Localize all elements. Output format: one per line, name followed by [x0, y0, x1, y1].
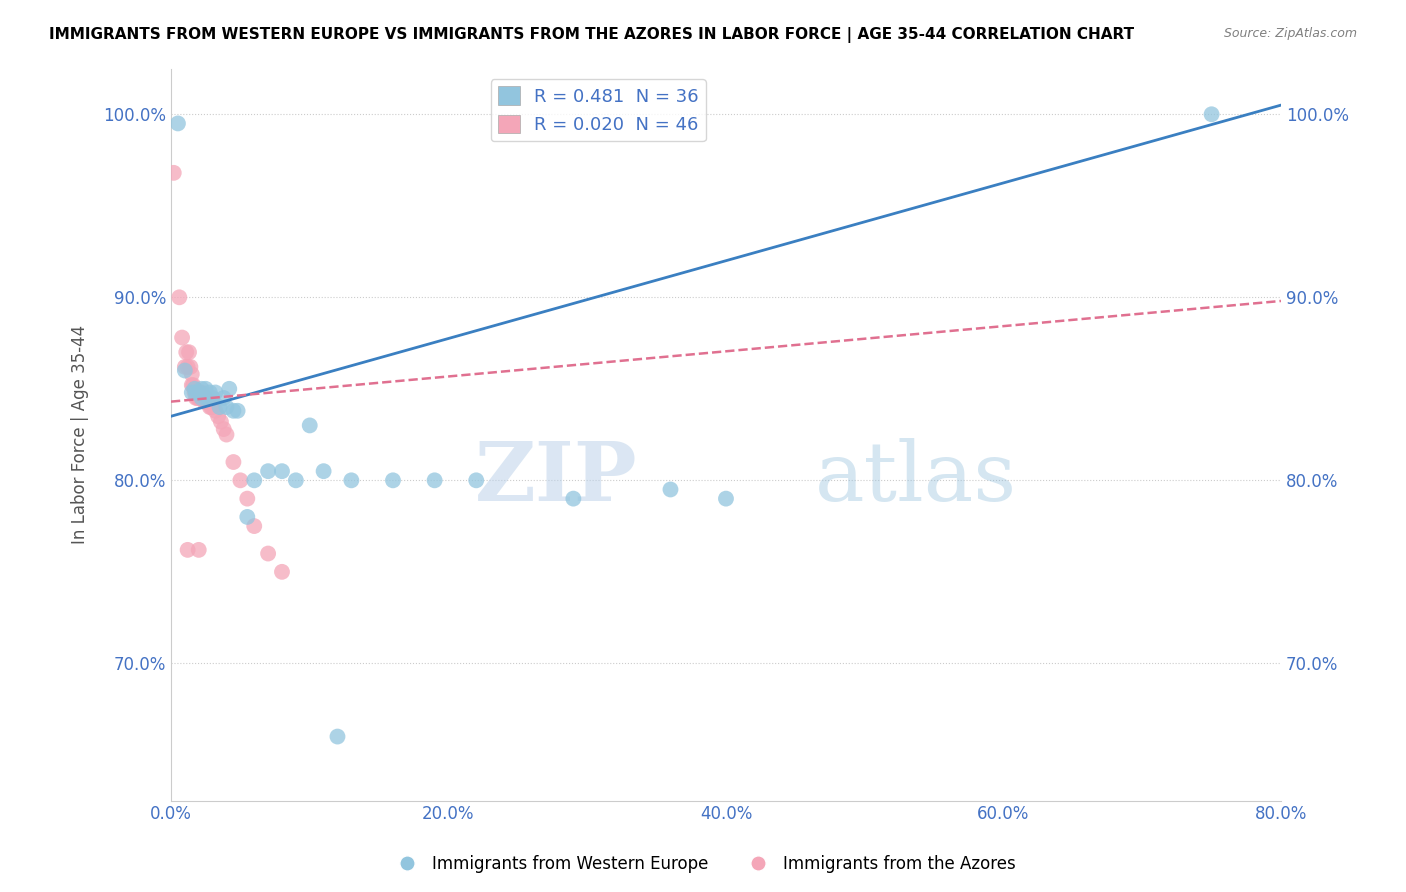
Point — [174, 345, 197, 359]
Point — [172, 330, 194, 344]
Point — [659, 483, 682, 497]
Point — [212, 422, 235, 436]
Point — [186, 385, 208, 400]
Point — [193, 394, 215, 409]
Text: atlas: atlas — [814, 439, 1017, 518]
Point — [180, 378, 202, 392]
Point — [184, 385, 207, 400]
Point — [187, 391, 209, 405]
Point — [298, 418, 321, 433]
Point — [190, 382, 212, 396]
Text: IMMIGRANTS FROM WESTERN EUROPE VS IMMIGRANTS FROM THE AZORES IN LABOR FORCE | AG: IMMIGRANTS FROM WESTERN EUROPE VS IMMIGR… — [49, 27, 1135, 43]
Point — [236, 510, 259, 524]
Point — [194, 391, 217, 405]
Point — [340, 473, 363, 487]
Point — [190, 385, 212, 400]
Point — [215, 427, 238, 442]
Point — [191, 391, 214, 405]
Point — [562, 491, 585, 506]
Point — [204, 385, 226, 400]
Point — [208, 400, 231, 414]
Point — [167, 116, 190, 130]
Point — [194, 391, 217, 405]
Point — [257, 464, 280, 478]
Point — [177, 345, 200, 359]
Point — [194, 394, 217, 409]
Point — [212, 391, 235, 405]
Point — [198, 385, 221, 400]
Point — [207, 409, 229, 424]
Point — [181, 378, 204, 392]
Point — [326, 730, 349, 744]
Point — [179, 359, 201, 374]
Point — [204, 404, 226, 418]
Point — [187, 385, 209, 400]
Point — [200, 400, 222, 414]
Point — [188, 391, 211, 405]
Point — [243, 519, 266, 533]
Point — [465, 473, 488, 487]
Legend: R = 0.481  N = 36, R = 0.020  N = 46: R = 0.481 N = 36, R = 0.020 N = 46 — [491, 79, 706, 141]
Point — [183, 382, 205, 396]
Point — [191, 391, 214, 405]
Point — [173, 363, 195, 377]
Point — [382, 473, 405, 487]
Point — [312, 464, 335, 478]
Point — [186, 391, 208, 405]
Point — [218, 382, 240, 396]
Point — [194, 382, 217, 396]
Point — [236, 491, 259, 506]
Point — [198, 400, 221, 414]
Point — [187, 385, 209, 400]
Point — [197, 394, 219, 409]
Point — [243, 473, 266, 487]
Text: ZIP: ZIP — [475, 439, 637, 518]
Point — [190, 391, 212, 405]
Point — [184, 391, 207, 405]
Point — [197, 391, 219, 405]
Point — [209, 415, 232, 429]
Point — [257, 547, 280, 561]
Point — [714, 491, 737, 506]
Text: Source: ZipAtlas.com: Source: ZipAtlas.com — [1223, 27, 1357, 40]
Point — [190, 391, 212, 405]
Point — [183, 382, 205, 396]
Point — [201, 400, 224, 414]
Point — [284, 473, 307, 487]
Point — [163, 166, 186, 180]
Point — [423, 473, 446, 487]
Point — [201, 391, 224, 405]
Point — [184, 385, 207, 400]
Point — [180, 385, 202, 400]
Point — [180, 367, 202, 381]
Legend: Immigrants from Western Europe, Immigrants from the Azores: Immigrants from Western Europe, Immigran… — [384, 848, 1022, 880]
Point — [176, 542, 198, 557]
Point — [271, 464, 294, 478]
Point — [187, 542, 209, 557]
Point — [176, 359, 198, 374]
Y-axis label: In Labor Force | Age 35-44: In Labor Force | Age 35-44 — [72, 325, 89, 544]
Point — [1201, 107, 1223, 121]
Point — [222, 455, 245, 469]
Point — [169, 290, 191, 304]
Point — [183, 385, 205, 400]
Point — [215, 400, 238, 414]
Point — [229, 473, 252, 487]
Point — [195, 394, 218, 409]
Point — [173, 359, 195, 374]
Point — [188, 385, 211, 400]
Point — [226, 404, 249, 418]
Point — [222, 404, 245, 418]
Point — [271, 565, 294, 579]
